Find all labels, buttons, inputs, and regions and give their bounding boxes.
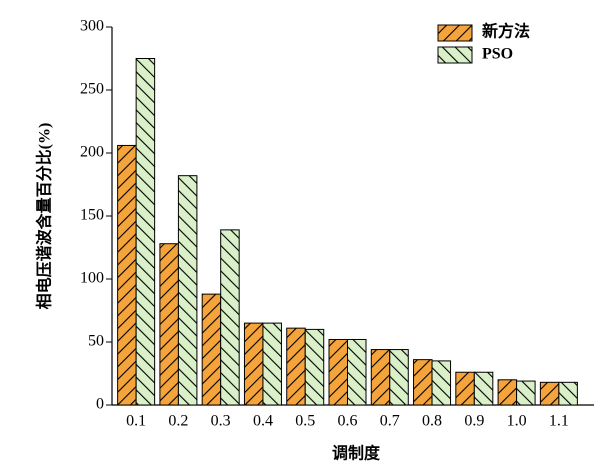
x-tick-label: 0.6 xyxy=(338,413,358,430)
x-tick-label: 0.9 xyxy=(464,413,484,430)
x-tick-label: 0.3 xyxy=(211,413,231,430)
y-tick-label: 150 xyxy=(80,207,104,224)
y-tick-label: 300 xyxy=(80,18,104,35)
x-tick-label: 0.4 xyxy=(253,413,273,430)
legend-label: PSO xyxy=(482,46,513,63)
bar xyxy=(328,338,348,406)
bar xyxy=(370,349,391,406)
y-axis-label: 相电压谐波含量百分比(%) xyxy=(35,123,54,310)
bar xyxy=(286,327,306,406)
bar xyxy=(431,360,452,406)
bar xyxy=(473,371,494,406)
bar xyxy=(201,293,222,406)
y-tick-label: 200 xyxy=(80,144,104,161)
x-axis-label: 调制度 xyxy=(332,444,381,463)
bar xyxy=(262,322,282,406)
bar xyxy=(117,144,137,406)
bar xyxy=(497,379,518,406)
legend-label: 新方法 xyxy=(482,22,530,41)
bar xyxy=(389,349,409,406)
x-tick-label: 1.0 xyxy=(507,413,527,430)
y-tick-label: 0 xyxy=(96,396,104,413)
legend-swatch xyxy=(437,24,473,42)
x-tick-label: 0.8 xyxy=(422,413,442,430)
bar xyxy=(413,359,433,406)
bar xyxy=(347,338,367,406)
bar xyxy=(455,371,475,406)
bar xyxy=(516,380,536,406)
y-tick-label: 100 xyxy=(80,270,104,287)
bar xyxy=(304,328,325,406)
x-tick-label: 0.1 xyxy=(126,413,146,430)
bar xyxy=(177,175,198,406)
bar xyxy=(243,322,264,406)
bar xyxy=(135,58,156,406)
x-tick-label: 0.2 xyxy=(168,413,188,430)
x-tick-label: 0.5 xyxy=(295,413,315,430)
bar xyxy=(558,381,578,406)
legend-swatch xyxy=(437,46,473,64)
x-tick-label: 1.1 xyxy=(549,413,569,430)
bar xyxy=(539,381,560,406)
x-tick-label: 0.7 xyxy=(380,413,400,430)
y-tick-label: 50 xyxy=(88,333,104,350)
bar xyxy=(159,243,179,406)
y-tick-label: 250 xyxy=(80,81,104,98)
bar xyxy=(220,229,240,406)
